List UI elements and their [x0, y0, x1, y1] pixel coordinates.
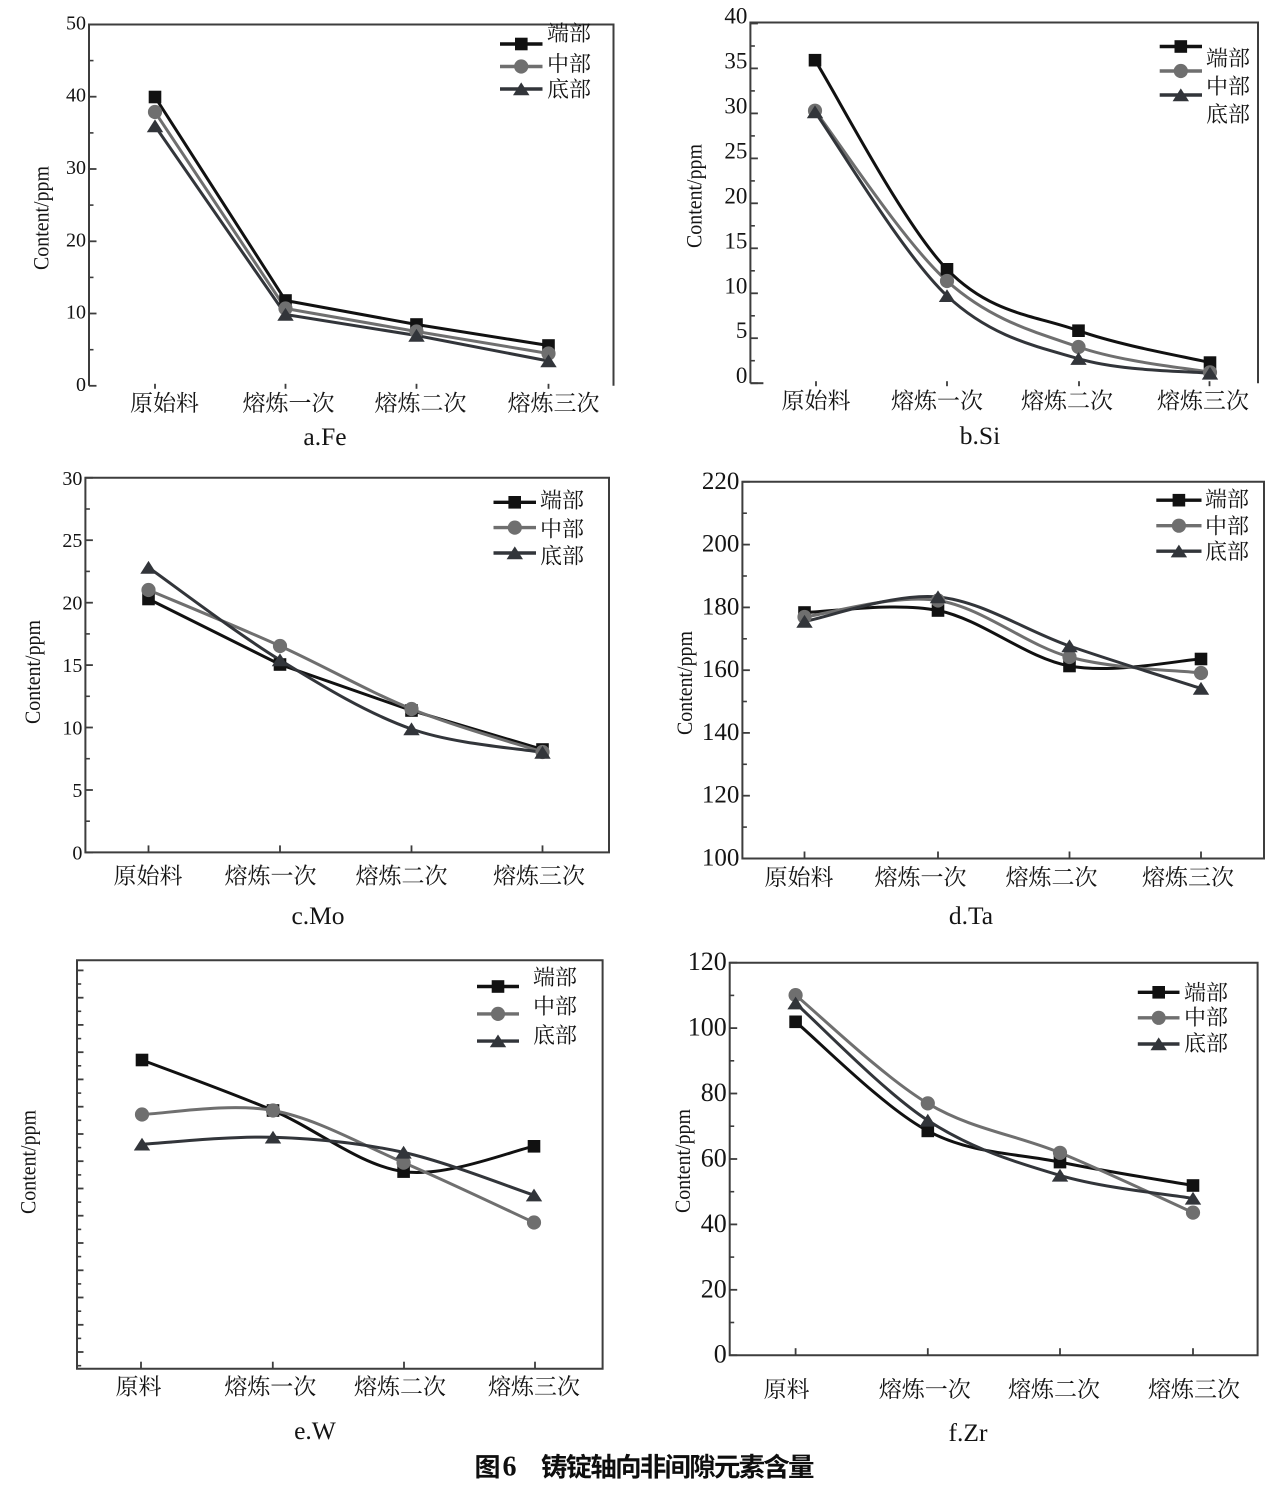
svg-text:40: 40 — [701, 1209, 727, 1238]
svg-text:e.W: e.W — [294, 1416, 337, 1445]
svg-text:20: 20 — [701, 1274, 727, 1303]
svg-text:20: 20 — [724, 183, 747, 208]
svg-text:180: 180 — [702, 593, 740, 620]
svg-text:30: 30 — [62, 468, 82, 490]
svg-text:0: 0 — [76, 374, 86, 396]
svg-text:40: 40 — [724, 4, 747, 29]
svg-text:10: 10 — [62, 718, 82, 740]
svg-text:120: 120 — [702, 782, 740, 809]
svg-text:10: 10 — [66, 302, 86, 324]
svg-text:20: 20 — [62, 593, 82, 615]
svg-text:160: 160 — [702, 656, 740, 683]
svg-text:a.Fe: a.Fe — [303, 422, 346, 451]
svg-text:0: 0 — [736, 363, 748, 388]
svg-text:30: 30 — [724, 93, 747, 118]
svg-text:5: 5 — [736, 318, 748, 343]
svg-text:200: 200 — [702, 531, 740, 558]
svg-text:b.Si: b.Si — [960, 421, 1000, 450]
svg-text:120: 120 — [688, 947, 727, 976]
svg-text:f.Zr: f.Zr — [949, 1418, 988, 1447]
svg-text:35: 35 — [724, 48, 747, 73]
svg-text:0: 0 — [714, 1340, 727, 1369]
svg-text:d.Ta: d.Ta — [949, 901, 993, 930]
svg-text:0: 0 — [72, 842, 82, 864]
svg-text:220: 220 — [702, 468, 740, 495]
svg-text:20: 20 — [66, 229, 86, 251]
svg-text:c.Mo: c.Mo — [291, 901, 344, 930]
svg-text:15: 15 — [62, 655, 82, 677]
svg-text:6: 6 — [503, 1451, 517, 1482]
svg-text:25: 25 — [62, 530, 82, 552]
svg-text:100: 100 — [688, 1013, 727, 1042]
svg-text:Content/ppm: Content/ppm — [20, 620, 45, 724]
svg-text:30: 30 — [66, 157, 86, 179]
svg-text:10: 10 — [724, 273, 747, 298]
svg-text:50: 50 — [66, 13, 86, 35]
svg-text:80: 80 — [701, 1078, 727, 1107]
svg-text:60: 60 — [701, 1144, 727, 1173]
svg-text:100: 100 — [702, 845, 740, 872]
svg-text:Content/ppm: Content/ppm — [672, 631, 697, 735]
svg-text:Content/ppm: Content/ppm — [16, 1110, 41, 1214]
svg-text:40: 40 — [66, 85, 86, 107]
svg-text:Content/ppm: Content/ppm — [670, 1109, 695, 1213]
svg-text:Content/ppm: Content/ppm — [682, 144, 707, 248]
svg-text:140: 140 — [702, 719, 740, 746]
svg-text:5: 5 — [72, 780, 82, 802]
svg-text:Content/ppm: Content/ppm — [29, 166, 54, 270]
svg-text:15: 15 — [724, 228, 747, 253]
svg-text:25: 25 — [724, 138, 747, 163]
